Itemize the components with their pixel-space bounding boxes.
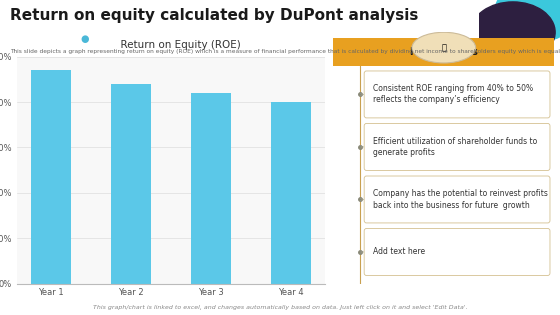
Circle shape — [412, 32, 475, 63]
Text: Key Insights: Key Insights — [410, 47, 478, 57]
Title:       Return on Equity (ROE): Return on Equity (ROE) — [101, 40, 241, 50]
Text: 🔑: 🔑 — [441, 43, 446, 52]
Text: This slide depicts a graph representing return on equity (ROE) which is a measur: This slide depicts a graph representing … — [10, 49, 560, 54]
Text: ●: ● — [80, 34, 89, 44]
Text: Return on equity calculated by DuPont analysis: Return on equity calculated by DuPont an… — [10, 8, 418, 23]
Text: Efficient utilization of shareholder funds to
generate profits: Efficient utilization of shareholder fun… — [373, 137, 537, 157]
FancyBboxPatch shape — [364, 228, 550, 275]
Bar — [191, 93, 231, 284]
Text: Consistent ROE ranging from 40% to 50%
reflects the company’s efficiency: Consistent ROE ranging from 40% to 50% r… — [373, 84, 533, 105]
FancyBboxPatch shape — [364, 176, 550, 223]
FancyBboxPatch shape — [364, 71, 550, 118]
Circle shape — [495, 0, 560, 42]
Bar — [31, 70, 71, 284]
Bar — [271, 102, 311, 284]
Text: Add text here: Add text here — [373, 248, 425, 256]
FancyBboxPatch shape — [364, 123, 550, 170]
Text: This graph/chart is linked to excel, and changes automatically based on data. Ju: This graph/chart is linked to excel, and… — [93, 305, 467, 310]
FancyBboxPatch shape — [333, 38, 554, 66]
Text: Company has the potential to reinvest profits
back into the business for future : Company has the potential to reinvest pr… — [373, 189, 548, 209]
Circle shape — [470, 2, 555, 62]
Bar — [111, 84, 151, 284]
